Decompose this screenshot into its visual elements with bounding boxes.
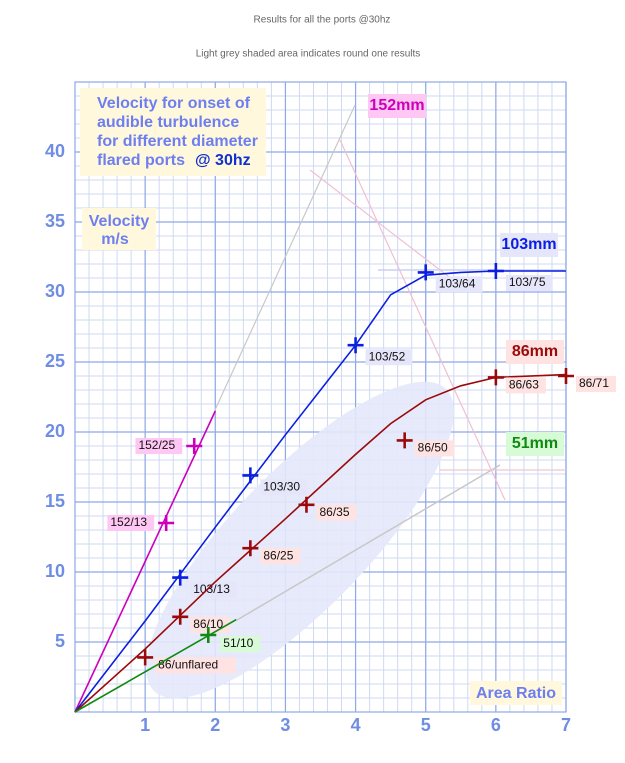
y-tick-label: 5	[55, 631, 65, 651]
point-label: 86/35	[319, 505, 349, 519]
y-tick-label: 35	[45, 211, 65, 231]
series-name: 103mm	[501, 236, 556, 253]
chart-subtitle: Light grey shaded area indicates round o…	[196, 49, 421, 60]
y-tick-label: 15	[45, 491, 65, 511]
y-axis-label: Velocity	[89, 213, 150, 230]
point-label: 86/63	[509, 378, 539, 392]
extension-line	[236, 464, 501, 621]
point-marker	[200, 627, 217, 643]
y-axis-label: m/s	[101, 231, 129, 248]
series-name-box	[506, 432, 564, 456]
point-label: 86/10	[193, 617, 223, 631]
point-label: 86/71	[579, 376, 609, 390]
point-label-box	[365, 349, 413, 366]
x-tick-label: 5	[421, 715, 431, 735]
plot-border	[74, 81, 567, 713]
point-label: 86/50	[418, 441, 448, 455]
extension-line	[214, 104, 356, 411]
extension-line	[339, 139, 506, 501]
series-name-box	[368, 94, 426, 118]
point-label-box	[220, 636, 261, 652]
point-label: 103/30	[263, 480, 300, 494]
point-label-box	[505, 275, 553, 291]
point-marker	[158, 515, 175, 531]
y-tick-label: 25	[45, 351, 65, 371]
point-marker	[347, 337, 364, 354]
point-label: 152/13	[110, 515, 147, 529]
point-marker	[487, 369, 504, 386]
series-name-box	[506, 340, 564, 364]
annotation-box	[80, 88, 266, 176]
point-marker	[186, 438, 203, 454]
point-label-box	[135, 438, 183, 454]
point-label: 103/64	[439, 277, 476, 291]
point-marker	[137, 649, 154, 666]
point-marker	[487, 263, 504, 279]
x-tick-label: 2	[210, 715, 220, 735]
x-tick-label: 1	[140, 715, 150, 735]
point-label: 103/13	[193, 582, 230, 596]
series-name-box	[500, 233, 558, 257]
point-marker	[396, 432, 413, 449]
point-label-box	[260, 479, 308, 496]
point-label: 86/25	[263, 548, 293, 562]
marks: 152/13 152/25 152mm 103/13 103/30 103/52 103/6…	[74, 94, 616, 713]
series-name: 86mm	[512, 343, 558, 360]
grid	[74, 81, 567, 713]
point-label: 86/unflared	[158, 658, 218, 672]
series-name: 51mm	[512, 435, 558, 452]
point-marker	[242, 540, 259, 557]
point-marker	[172, 608, 189, 625]
point-label-box	[316, 504, 357, 521]
point-label-box	[435, 276, 483, 293]
point-label: 51/10	[223, 636, 253, 650]
x-axis-label: Area Ratio	[476, 685, 556, 702]
point-marker	[172, 569, 189, 586]
point-label-box	[414, 440, 455, 457]
point-label-box	[505, 377, 546, 394]
y-tick-label: 30	[45, 281, 65, 301]
y-tick-label: 40	[45, 141, 65, 161]
x-tick-label: 4	[351, 715, 361, 735]
y-tick-label: 10	[45, 561, 65, 581]
series-name: 152mm	[369, 97, 424, 114]
y-tick-label: 20	[45, 421, 65, 441]
point-marker	[298, 496, 315, 513]
annotation: audible turbulence	[97, 114, 239, 131]
point-label-box	[260, 548, 301, 565]
x-tick-label: 7	[561, 715, 571, 735]
chart-title: Results for all the ports @30hz	[254, 15, 391, 26]
x-tick-label: 6	[491, 715, 501, 735]
point-label-box	[107, 515, 155, 531]
x-label-box	[470, 681, 562, 705]
point-label: 103/52	[369, 349, 406, 363]
point-marker	[417, 264, 434, 281]
annotation: Velocity for onset of	[97, 95, 251, 112]
point-label-box	[155, 657, 236, 674]
point-marker	[242, 467, 259, 484]
point-marker	[558, 368, 574, 384]
annotation: for different diameter	[97, 133, 258, 150]
point-label: 152/25	[138, 438, 175, 452]
x-tick-label: 3	[280, 715, 290, 735]
annotation: flared ports	[97, 152, 185, 169]
series-line	[74, 410, 217, 713]
y-label-box	[82, 208, 156, 250]
point-label-box	[576, 376, 616, 392]
annotation-emphasis: @ 30hz	[195, 152, 251, 169]
point-label: 103/75	[509, 275, 546, 289]
